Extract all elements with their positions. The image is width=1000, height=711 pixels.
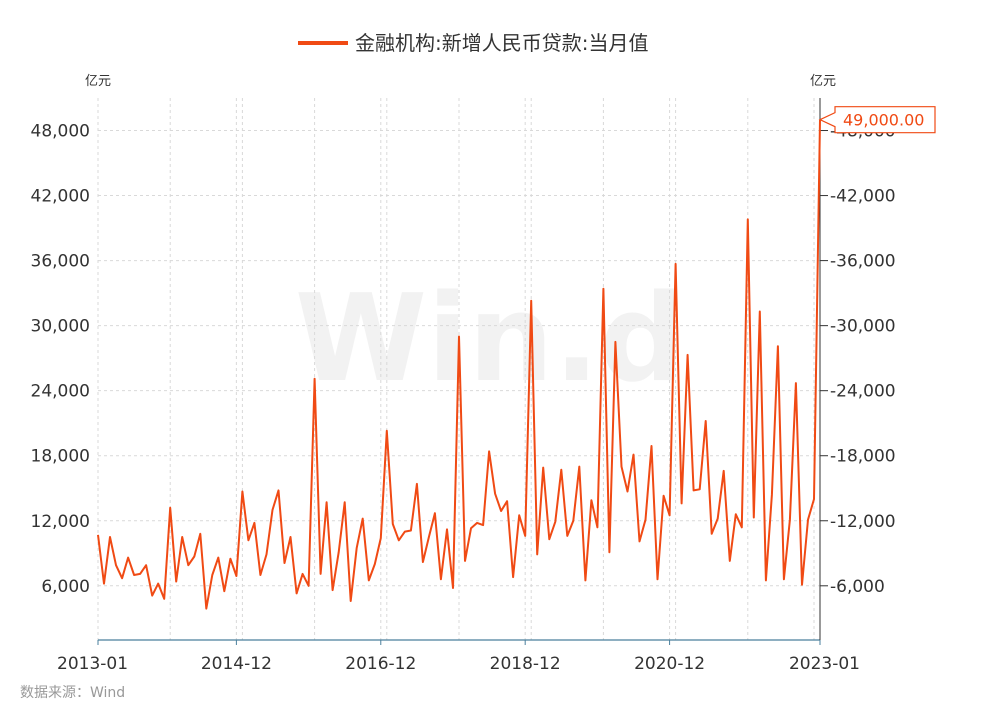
y-tick-label-right: -12,000 — [830, 512, 896, 532]
x-tick-label: 2020-12 — [634, 654, 705, 674]
y-axis-unit-left: 亿元 — [85, 74, 111, 89]
last-value-callout: 49,000.00 — [818, 106, 936, 134]
y-axis-left-ticks: 6,000 12,000 18,000 24,000 30,000 36,000 42,00… — [31, 122, 90, 597]
y-tick-label-left: 42,000 — [31, 187, 90, 207]
y-tick-label-left: 24,000 — [31, 382, 90, 402]
callout-box — [818, 106, 936, 134]
y-tick-label-right: -42,000 — [830, 187, 896, 207]
y-tick-label-left: 12,000 — [31, 512, 90, 532]
watermark: Win.d — [295, 270, 685, 409]
y-tick-label-right: -6,000 — [830, 577, 885, 597]
x-axis-ticks: 2013-01 2014-12 2016-12 2018-12 2020-12 2023-… — [57, 640, 860, 674]
legend-label: 金融机构:新增人民币贷款:当月值 — [355, 31, 648, 55]
y-tick-label-left: 36,000 — [31, 252, 90, 272]
y-axis-right-ticks: -6,000 -12,000 -18,000 -24,000 -30,000 -36,00… — [820, 122, 896, 597]
x-tick-label: 2016-12 — [345, 654, 416, 674]
series-line[interactable] — [97, 119, 821, 610]
legend[interactable]: 金融机构:新增人民币贷款:当月值 — [298, 31, 648, 55]
y-tick-label-left: 6,000 — [41, 577, 90, 597]
x-tick-label: 2018-12 — [490, 654, 561, 674]
last-value-label: 49,000.00 — [843, 111, 924, 130]
y-tick-label-right: -36,000 — [830, 252, 896, 272]
y-tick-label-right: -18,000 — [830, 447, 896, 467]
y-tick-label-left: 30,000 — [31, 317, 90, 337]
y-tick-label-right: -30,000 — [830, 317, 896, 337]
y-axis-unit-right: 亿元 — [810, 74, 836, 89]
x-tick-label: 2014-12 — [201, 654, 272, 674]
y-tick-label-right: -24,000 — [830, 382, 896, 402]
y-tick-label-left: 18,000 — [31, 447, 90, 467]
source-label: 数据来源：Wind — [20, 685, 125, 701]
x-tick-label: 2023-01 — [789, 654, 860, 674]
axes — [98, 98, 821, 641]
x-tick-label: 2013-01 — [57, 654, 128, 674]
y-tick-label-left: 48,000 — [31, 122, 90, 142]
